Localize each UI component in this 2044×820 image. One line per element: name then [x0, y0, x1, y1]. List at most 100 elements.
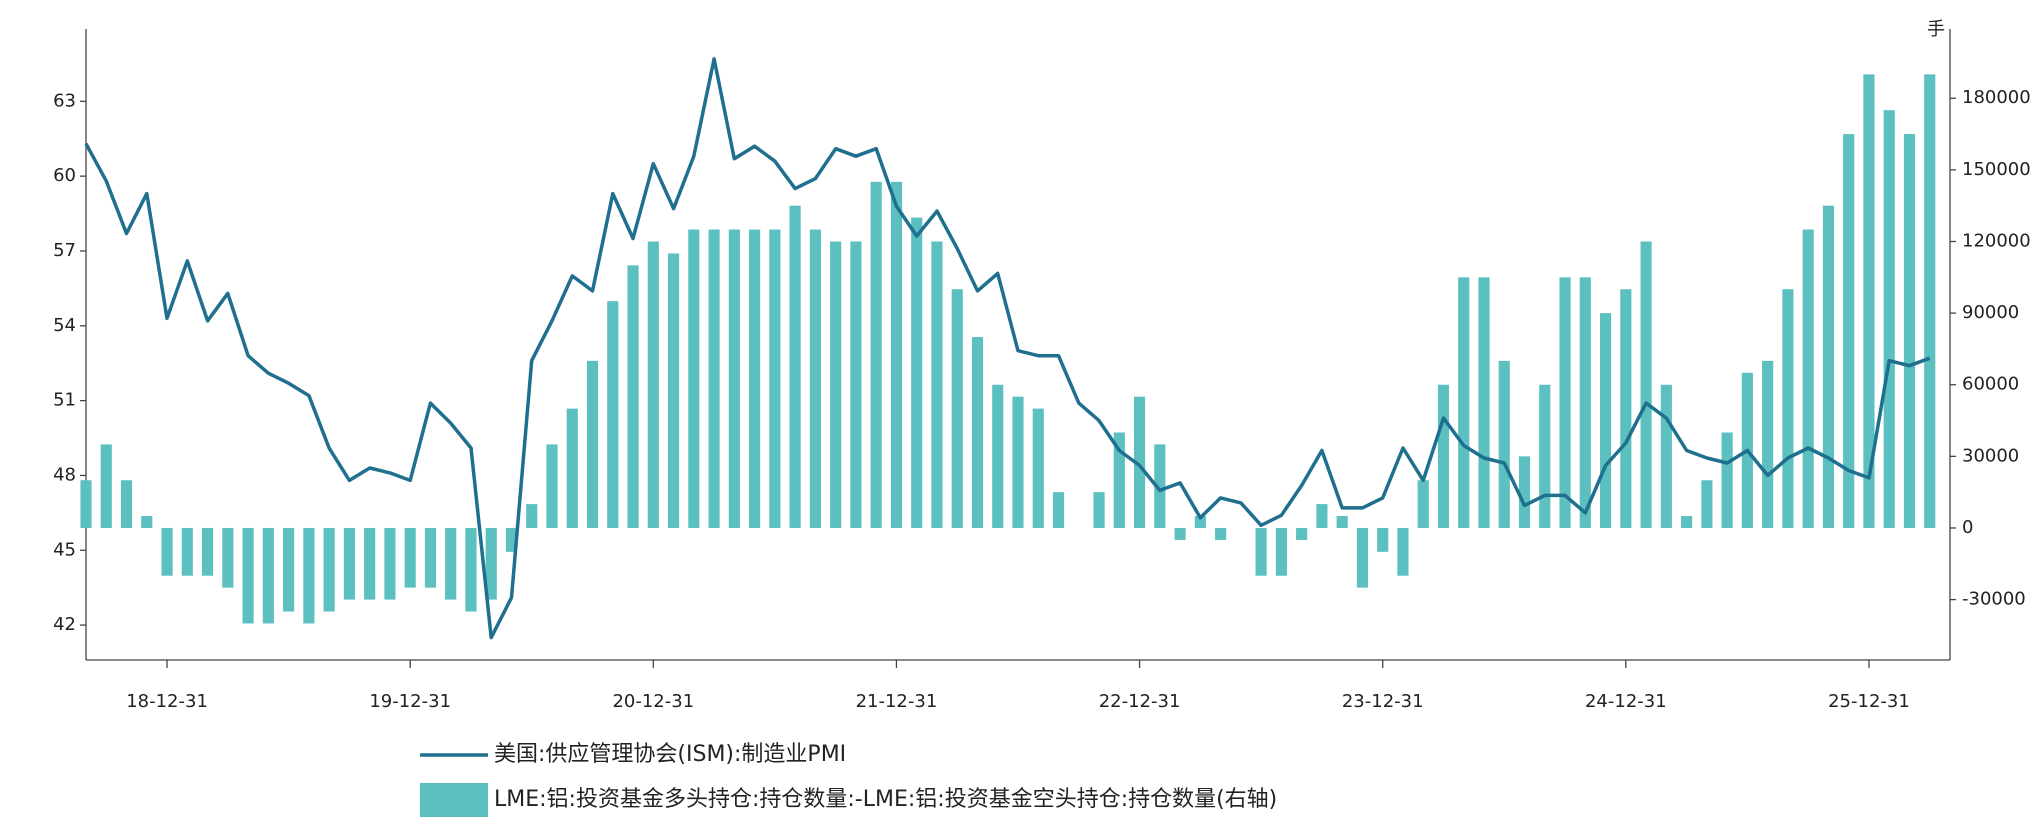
bar [769, 229, 781, 528]
bar [1275, 527, 1287, 576]
bar [526, 504, 538, 528]
bar [789, 205, 801, 528]
bar [890, 181, 903, 528]
bar [1681, 516, 1693, 528]
bar [971, 336, 984, 528]
bar [1478, 277, 1490, 528]
bar [911, 217, 923, 528]
bar [607, 301, 619, 528]
bar [749, 229, 761, 528]
bar [1356, 527, 1369, 588]
bar [384, 527, 396, 600]
bar [1599, 313, 1612, 528]
bar [1903, 134, 1916, 528]
bar [1154, 444, 1166, 528]
bar [343, 527, 355, 600]
bar [181, 527, 193, 576]
bar [222, 527, 234, 588]
x-tick-label: 22-12-31 [1099, 691, 1181, 712]
bar [1640, 241, 1652, 528]
x-tick-label: 18-12-31 [126, 691, 208, 712]
y2-tick-label: 0 [1962, 517, 1973, 538]
y2-tick-label: 180000 [1962, 87, 2031, 108]
bar [1539, 384, 1551, 528]
bar [809, 229, 821, 528]
bar [262, 527, 274, 624]
bar [161, 527, 173, 576]
bar [870, 181, 882, 528]
x-tick-label: 19-12-31 [369, 691, 451, 712]
bar [1498, 360, 1510, 528]
bar [1032, 408, 1044, 528]
line [84, 57, 1931, 640]
y-tick-label: 42 [53, 614, 76, 635]
bar [141, 516, 153, 528]
bar [1863, 74, 1875, 528]
bar [1133, 396, 1146, 528]
bar [1721, 432, 1733, 528]
bar [708, 229, 720, 528]
bar [546, 444, 558, 528]
bar [1822, 205, 1835, 528]
bar [80, 480, 92, 528]
x-tick-label: 23-12-31 [1342, 691, 1424, 712]
y2-tick-label: 120000 [1962, 230, 2031, 251]
bar [242, 527, 254, 624]
y2-tick-label: -30000 [1962, 589, 2026, 610]
bar [566, 408, 578, 528]
y-tick-label: 54 [53, 315, 76, 336]
bar [201, 527, 214, 576]
bar [850, 241, 862, 528]
y-tick-label: 48 [53, 464, 76, 485]
y2-tick-label: 60000 [1962, 374, 2019, 395]
bar [1660, 384, 1672, 528]
bar [1174, 527, 1186, 540]
x-tick-label: 24-12-31 [1585, 691, 1667, 712]
bar [1316, 504, 1328, 528]
x-tick-label: 20-12-31 [612, 691, 694, 712]
bar [951, 289, 963, 528]
bar [1417, 480, 1429, 528]
bar [1377, 527, 1389, 552]
bar [323, 527, 335, 612]
bar [1012, 396, 1024, 528]
bar [1701, 480, 1713, 528]
bar [1194, 516, 1206, 528]
legend-label: 美国:供应管理协会(ISM):制造业PMI [494, 742, 846, 767]
y-tick-label: 63 [53, 90, 76, 111]
y-tick-label: 51 [53, 390, 76, 411]
y-tick-label: 57 [53, 240, 76, 261]
bar [364, 527, 376, 600]
y2-tick-label: 30000 [1962, 445, 2019, 466]
bar [303, 527, 315, 624]
bar [100, 444, 112, 528]
bar [1437, 384, 1450, 528]
x-tick-label: 21-12-31 [856, 691, 938, 712]
bar [1762, 360, 1774, 528]
y2-tick-label: 150000 [1962, 159, 2031, 180]
bar [1397, 527, 1409, 576]
bar [424, 527, 437, 588]
bar [505, 527, 518, 552]
bar [1518, 456, 1531, 528]
y-tick-label: 60 [53, 165, 76, 186]
bar [445, 527, 457, 600]
legend-label: LME:铝:投资基金多头持仓:持仓数量:-LME:铝:投资基金空头持仓:持仓数量… [494, 787, 1277, 812]
y2-tick-label: 90000 [1962, 302, 2019, 323]
y-tick-label: 45 [53, 539, 76, 560]
bar [1255, 527, 1267, 576]
x-tick-label: 25-12-31 [1828, 691, 1910, 712]
bar [931, 241, 943, 528]
bar [1782, 289, 1794, 528]
y2-unit: 手 [1927, 19, 1945, 40]
bar [1559, 277, 1571, 528]
bar [627, 265, 639, 528]
bar [1052, 492, 1065, 528]
bar [1620, 289, 1632, 528]
bar [1802, 229, 1814, 528]
bar [1113, 432, 1125, 528]
bar [485, 527, 497, 600]
bar [283, 527, 295, 612]
bar [688, 229, 700, 528]
